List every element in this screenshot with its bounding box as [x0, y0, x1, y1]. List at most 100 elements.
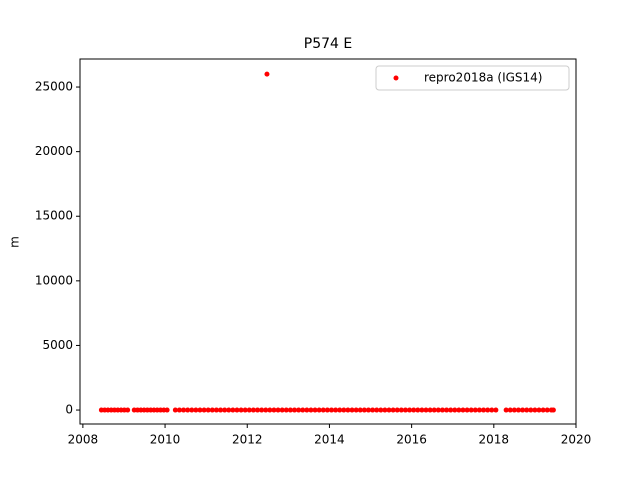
- point: [222, 407, 228, 413]
- point: [532, 407, 538, 413]
- x-tick-label: 2020: [561, 433, 592, 447]
- point: [176, 407, 182, 413]
- point: [427, 407, 433, 413]
- point: [439, 407, 445, 413]
- point: [536, 407, 542, 413]
- point: [485, 407, 491, 413]
- point: [263, 407, 269, 413]
- x-tick-label: 2008: [68, 433, 99, 447]
- point: [370, 407, 376, 413]
- point: [515, 407, 521, 413]
- point: [415, 407, 421, 413]
- point: [489, 407, 495, 413]
- point: [374, 407, 380, 413]
- point: [267, 407, 273, 413]
- point: [246, 407, 252, 413]
- point: [259, 407, 265, 413]
- point: [308, 407, 314, 413]
- point: [181, 407, 187, 413]
- point: [316, 407, 322, 413]
- point: [481, 407, 487, 413]
- point: [328, 407, 334, 413]
- y-tick-label: 5000: [42, 338, 73, 352]
- point: [238, 407, 244, 413]
- point: [209, 407, 215, 413]
- point: [435, 407, 441, 413]
- point: [312, 407, 318, 413]
- y-tick-label: 20000: [35, 144, 73, 158]
- point: [378, 407, 384, 413]
- point: [394, 407, 400, 413]
- x-tick-label: 2012: [232, 433, 263, 447]
- point: [456, 407, 462, 413]
- y-tick-label: 15000: [35, 209, 73, 223]
- point: [287, 407, 293, 413]
- point: [493, 407, 499, 413]
- point: [292, 407, 298, 413]
- point: [386, 407, 392, 413]
- y-tick-label: 0: [65, 403, 73, 417]
- x-tick-label: 2018: [479, 433, 510, 447]
- point: [125, 407, 131, 413]
- point: [164, 407, 170, 413]
- legend-label: repro2018a (IGS14): [424, 71, 542, 85]
- point: [476, 407, 482, 413]
- point: [205, 407, 211, 413]
- point: [275, 407, 281, 413]
- point: [279, 407, 285, 413]
- point: [528, 407, 534, 413]
- point: [226, 407, 232, 413]
- point: [172, 407, 178, 413]
- point: [353, 407, 359, 413]
- point: [520, 407, 526, 413]
- point: [511, 407, 517, 413]
- point: [296, 407, 302, 413]
- point: [382, 407, 388, 413]
- point: [242, 407, 248, 413]
- point: [201, 407, 207, 413]
- y-axis-label: m: [8, 236, 22, 248]
- point: [197, 407, 203, 413]
- point: [357, 407, 363, 413]
- point: [271, 407, 277, 413]
- point: [250, 407, 256, 413]
- point: [264, 71, 270, 77]
- y-tick-label: 10000: [35, 273, 73, 287]
- point: [349, 407, 355, 413]
- point: [185, 407, 191, 413]
- point: [431, 407, 437, 413]
- point: [402, 407, 408, 413]
- point: [550, 407, 556, 413]
- point: [283, 407, 289, 413]
- point: [472, 407, 478, 413]
- point: [230, 407, 236, 413]
- legend-box: [375, 65, 570, 91]
- point: [300, 407, 306, 413]
- point: [407, 407, 413, 413]
- point: [345, 407, 351, 413]
- point: [540, 407, 546, 413]
- point: [503, 407, 509, 413]
- point: [524, 407, 530, 413]
- x-tick-label: 2014: [314, 433, 345, 447]
- point: [464, 407, 470, 413]
- y-tick-label: 25000: [35, 80, 73, 94]
- point: [423, 407, 429, 413]
- point: [341, 407, 347, 413]
- point: [189, 407, 195, 413]
- plot-frame: [79, 58, 577, 425]
- point: [218, 407, 224, 413]
- point: [213, 407, 219, 413]
- x-tick-label: 2010: [150, 433, 181, 447]
- point: [324, 407, 330, 413]
- point: [419, 407, 425, 413]
- point: [365, 407, 371, 413]
- point: [255, 407, 261, 413]
- point: [444, 407, 450, 413]
- point: [468, 407, 474, 413]
- point: [320, 407, 326, 413]
- point: [411, 407, 417, 413]
- point: [460, 407, 466, 413]
- chart-title: P574 E: [304, 36, 352, 52]
